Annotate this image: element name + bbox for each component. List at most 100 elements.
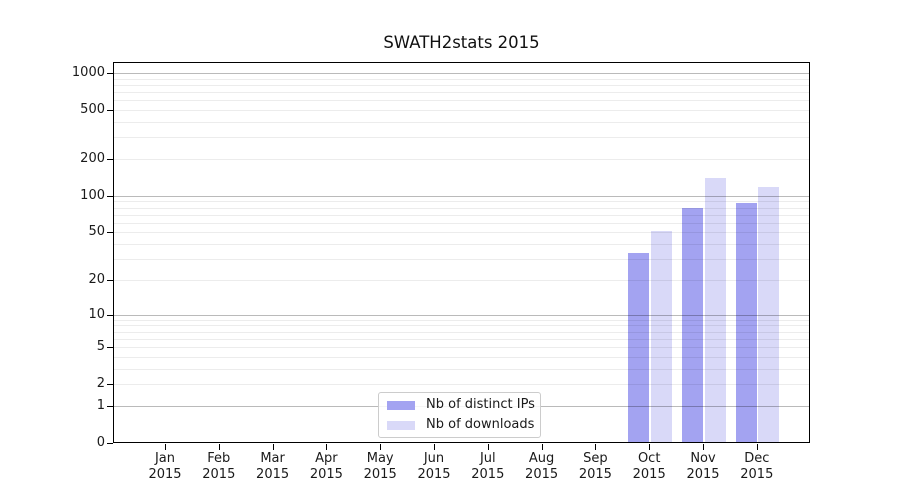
gridline-minor-40	[113, 244, 810, 246]
y-tick-5	[107, 347, 113, 348]
x-tick-label-year: 2015	[256, 467, 290, 482]
x-tick-label-month: Dec	[744, 451, 770, 466]
gridline-minor-600	[113, 100, 810, 102]
y-tick-label-20: 20	[88, 272, 105, 287]
x-tick-label-month: Jun	[423, 451, 445, 466]
x-tick-dec	[756, 444, 758, 450]
y-tick-label-1: 1	[96, 397, 105, 413]
y-tick-label-5: 5	[96, 339, 105, 354]
x-tick-nov	[703, 444, 704, 450]
x-tick-label-year: 2015	[309, 467, 343, 482]
x-tick-label-jan: Jan 2015	[135, 451, 195, 483]
x-tick-label-year: 2015	[686, 467, 720, 482]
bar-distinct-ips-nov-2015	[682, 207, 703, 443]
x-tick-label-month: Sep	[583, 451, 608, 466]
gridline-major-100	[113, 195, 810, 197]
x-tick-label-year: 2015	[740, 467, 774, 482]
x-tick-label-year: 2015	[525, 467, 559, 482]
gridline-minor-70	[113, 214, 810, 216]
gridline-minor-200	[113, 159, 810, 160]
x-tick-oct	[649, 444, 651, 450]
x-tick-label-month: Mar	[260, 451, 285, 466]
legend-swatch-downloads	[387, 420, 415, 430]
legend-item-distinct-ips: Nb of distinct IPs	[385, 395, 535, 415]
y-tick-label-50: 50	[88, 224, 105, 240]
x-tick-label-jul: Jul 2015	[458, 451, 518, 483]
x-tick-jun	[434, 444, 435, 450]
gridlines-layer	[113, 62, 810, 443]
y-tick-2	[107, 384, 113, 386]
x-tick-label-mar: Mar 2015	[243, 451, 303, 483]
x-tick-label-year: 2015	[578, 467, 612, 482]
x-tick-label-month: Aug	[528, 451, 555, 466]
legend: Nb of distinct IPs Nb of downloads	[378, 392, 541, 438]
y-tick-0	[107, 443, 113, 444]
x-tick-label-month: Nov	[690, 451, 716, 466]
gridline-major-10	[113, 314, 810, 316]
x-tick-label-month: Oct	[637, 451, 661, 466]
legend-item-downloads: Nb of downloads	[385, 415, 534, 435]
y-tick-100	[107, 195, 113, 197]
gridline-minor-80	[113, 207, 810, 209]
y-tick-1	[107, 405, 113, 407]
x-tick-label-month: Jan	[154, 451, 176, 466]
x-tick-label-year: 2015	[471, 467, 505, 482]
gridline-minor-6	[113, 338, 810, 340]
gridline-minor-50	[113, 232, 810, 234]
y-tick-label-100: 100	[80, 187, 105, 203]
bar-downloads-dec-2015	[758, 187, 780, 443]
x-tick-label-nov: Nov 2015	[673, 451, 733, 483]
bars-layer	[113, 62, 810, 443]
x-tick-label-month: May	[366, 451, 394, 466]
gridline-minor-800	[113, 84, 810, 86]
x-tick-label-year: 2015	[363, 467, 397, 482]
bar-downloads-oct-2015	[650, 231, 672, 443]
x-tick-sep	[595, 444, 597, 450]
y-tick-label-2: 2	[96, 376, 105, 392]
legend-swatch-distinct-ips	[387, 400, 415, 410]
gridline-minor-300	[113, 137, 810, 139]
x-tick-label-month: Apr	[315, 451, 338, 466]
y-tick-10	[107, 314, 113, 316]
y-tick-50	[107, 232, 113, 234]
x-tick-label-month: Jul	[479, 451, 496, 466]
y-tick-label-500: 500	[80, 102, 105, 118]
gridline-minor-2	[113, 384, 810, 386]
gridline-minor-9	[113, 319, 810, 321]
gridline-minor-7	[113, 331, 810, 333]
gridline-minor-500	[113, 110, 810, 112]
y-tick-label-0: 0	[96, 435, 105, 450]
y-tick-label-10: 10	[88, 306, 105, 322]
x-tick-label-jun: Jun 2015	[404, 451, 464, 483]
x-tick-label-month: Feb	[207, 451, 231, 466]
gridline-minor-5	[113, 347, 810, 348]
x-tick-aug	[541, 444, 543, 450]
bar-distinct-ips-dec-2015	[735, 203, 757, 443]
y-tick-label-200: 200	[80, 151, 105, 166]
gridline-minor-90	[113, 201, 810, 203]
gridline-minor-60	[113, 222, 810, 224]
x-tick-label-dec: Dec 2015	[727, 451, 787, 483]
gridline-minor-3	[113, 368, 810, 370]
x-tick-label-year: 2015	[202, 467, 236, 482]
x-tick-feb	[218, 444, 220, 450]
gridline-minor-900	[113, 78, 810, 80]
gridline-minor-400	[113, 122, 810, 123]
x-tick-label-year: 2015	[632, 467, 666, 482]
x-tick-jan	[165, 444, 166, 450]
y-tick-500	[107, 110, 113, 112]
x-tick-label-year: 2015	[148, 467, 182, 482]
bar-distinct-ips-oct-2015	[628, 252, 650, 443]
y-tick-20	[107, 280, 113, 281]
x-tick-may	[380, 444, 382, 450]
x-tick-label-may: May 2015	[350, 451, 410, 483]
y-tick-label-1000: 1000	[71, 65, 105, 80]
x-tick-label-oct: Oct 2015	[619, 451, 679, 483]
x-tick-label-apr: Apr 2015	[296, 451, 356, 483]
bar-downloads-nov-2015	[704, 178, 726, 443]
x-tick-label-sep: Sep 2015	[565, 451, 625, 483]
legend-label-downloads: Nb of downloads	[426, 417, 535, 432]
x-tick-label-year: 2015	[417, 467, 451, 482]
gridline-minor-4	[113, 356, 810, 358]
